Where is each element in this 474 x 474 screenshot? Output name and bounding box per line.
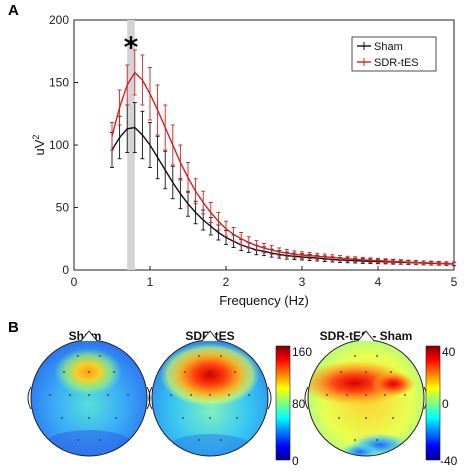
topomap-sham-field — [31, 340, 147, 456]
series-line-sdr-tes — [111, 71, 455, 265]
topomap-sham: Sham — [27, 329, 151, 457]
colorbar-diff-max: 40 — [442, 345, 456, 359]
x-tick-label: 3 — [299, 275, 306, 289]
series-line-sham — [111, 126, 455, 265]
x-tick-label: 5 — [451, 275, 458, 289]
nose-icon — [357, 330, 375, 342]
legend: Sham SDR-tES — [351, 36, 437, 72]
colorbar-power: 160 80 0 — [275, 345, 312, 468]
right-ear-icon — [146, 386, 151, 410]
svg-text:uV2: uV2 — [31, 135, 47, 156]
y-tick-label: 50 — [56, 201, 70, 215]
topomap-sdr: SDR-tES — [148, 329, 272, 457]
significance-marker: * — [124, 31, 139, 64]
topomap-diff-field — [308, 340, 424, 456]
colorbar-diff-min: -40 — [440, 454, 458, 468]
colorbar-diff-mid: 0 — [442, 397, 449, 411]
panel-label-a: A — [8, 2, 19, 19]
topomap-sdr-field — [152, 340, 268, 456]
legend-label-sham: Sham — [374, 41, 403, 53]
y-axis-label-sup: 2 — [31, 135, 41, 140]
left-ear-icon — [27, 386, 32, 410]
x-tick-label: 0 — [71, 275, 78, 289]
x-tick-label: 4 — [375, 275, 382, 289]
colorbar-power-mid: 80 — [292, 397, 306, 411]
topomap-diff: SDR-tES - Sham — [304, 329, 428, 457]
left-ear-icon — [148, 386, 153, 410]
legend-label-sdr: SDR-tES — [374, 57, 419, 69]
y-tick-label: 0 — [62, 263, 69, 277]
nose-icon — [80, 330, 98, 342]
legend-box — [351, 36, 437, 72]
legend-item-sham: Sham — [357, 41, 403, 53]
series-sham — [110, 102, 456, 267]
y-axis-label: uV2 — [31, 135, 47, 156]
x-axis-label: Frequency (Hz) — [219, 293, 309, 308]
panel-label-b: B — [8, 319, 19, 336]
y-tick-label: 150 — [49, 76, 69, 90]
colorbar-diff: 40 0 -40 — [425, 345, 458, 468]
legend-item-sdr: SDR-tES — [357, 57, 419, 69]
electrode-dots-diff — [326, 355, 406, 441]
colorbar-power-min: 0 — [292, 454, 299, 468]
colorbar-power-max: 160 — [292, 345, 312, 359]
colorbar-power-gradient — [275, 345, 291, 461]
significance-band — [127, 20, 135, 270]
left-ear-icon — [304, 386, 309, 410]
x-tick-label: 1 — [147, 275, 154, 289]
x-tick-label: 2 — [223, 275, 230, 289]
y-tick-label: 100 — [49, 138, 69, 152]
colorbar-diff-gradient — [425, 345, 441, 461]
electrode-dots-sdr — [170, 355, 250, 441]
series-sdr-tes — [110, 49, 456, 266]
y-axis-label-base: uV — [32, 139, 47, 155]
right-ear-icon — [267, 386, 272, 410]
nose-icon — [201, 330, 219, 342]
y-tick-label: 200 — [49, 13, 69, 27]
electrode-dots-sham — [49, 355, 129, 441]
